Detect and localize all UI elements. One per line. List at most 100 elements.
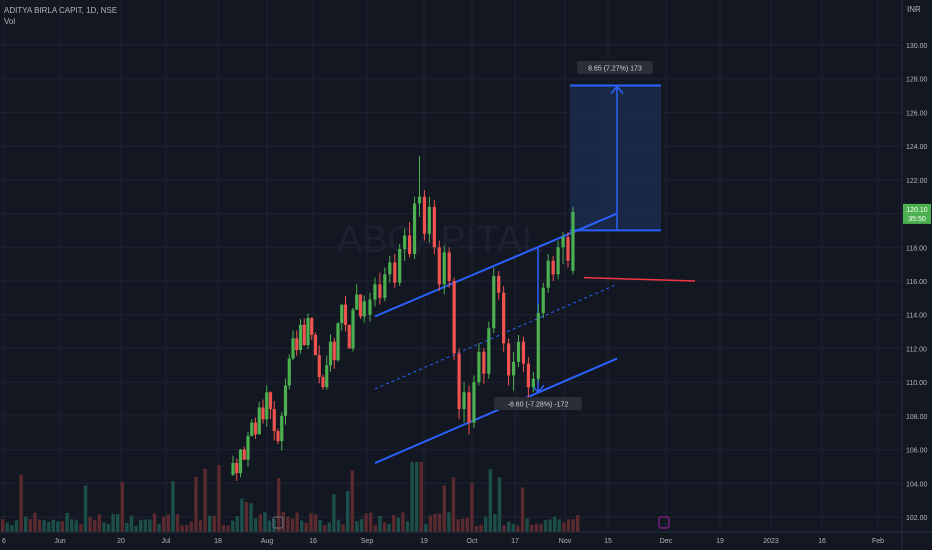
volume-legend[interactable]: Vol — [4, 17, 16, 26]
volume-bar — [244, 501, 249, 532]
candle — [412, 203, 417, 255]
last-price-tag — [903, 203, 931, 224]
history-candle — [280, 415, 284, 442]
volume-bar — [530, 524, 534, 532]
history-candle — [253, 422, 258, 435]
time-tick-label: 15 — [604, 538, 612, 545]
volume-bar — [451, 477, 456, 532]
candle — [472, 382, 476, 423]
candle — [452, 281, 456, 354]
last-price: 120.10 — [906, 207, 928, 214]
volume-bar — [166, 514, 170, 532]
volume-bar — [231, 520, 235, 532]
time-tick-label: Jul — [162, 538, 171, 545]
flagpole-arrowhead — [531, 384, 545, 394]
price-axis[interactable]: 102.00 104.00 106.00 108.00 110.00 112.00 114.… — [901, 0, 931, 550]
time-axis[interactable]: 6 Jun 20 Jul 18 Aug 16 Sep 19 Oct 17 Nov 15 Dec 19 2023… — [0, 531, 932, 545]
volume-bar — [562, 522, 566, 532]
volume-bar — [313, 514, 318, 532]
volume-bar — [286, 516, 290, 532]
candle — [526, 363, 530, 388]
chart-legend: ADITYA BIRLA CAPIT, 1D, NSE Vol — [4, 5, 117, 27]
volume-bar — [350, 470, 354, 532]
candle — [368, 299, 372, 315]
history-candle — [235, 463, 239, 474]
history-candle — [261, 407, 265, 420]
grid-lines — [0, 0, 902, 532]
volume-bar — [263, 512, 267, 532]
time-tick-label: 19 — [420, 538, 428, 545]
symbol-title[interactable]: ADITYA BIRLA CAPIT, 1D, NSE — [4, 6, 118, 15]
volume-bar — [129, 515, 134, 532]
volume-bar — [433, 513, 437, 532]
volume-bar — [162, 516, 166, 532]
price-tick-label: 124.00 — [906, 144, 928, 151]
volume-bar — [249, 503, 253, 532]
target-arrowhead — [610, 85, 624, 94]
volume-bar — [465, 517, 469, 532]
volume-bar — [33, 512, 37, 532]
volume-bar — [410, 462, 414, 532]
volume-bar — [208, 515, 212, 532]
time-tick-label: Oct — [467, 538, 478, 545]
volume-bar — [60, 521, 65, 532]
history-candle — [351, 309, 355, 349]
candles — [231, 156, 575, 481]
volume-bar — [332, 494, 336, 532]
volume-bar — [139, 519, 143, 532]
volume-bar — [171, 481, 175, 532]
volume-bar — [336, 519, 341, 532]
volume-bar — [134, 525, 138, 532]
price-tick-label: 128.00 — [906, 77, 928, 84]
volume-bar — [387, 523, 391, 532]
volume-bar — [543, 520, 548, 532]
history-candle — [291, 338, 295, 359]
volume-bar — [203, 468, 207, 532]
channel-mid — [374, 283, 618, 390]
history-candle — [257, 407, 261, 435]
history-candle — [265, 392, 269, 420]
history-candle — [332, 341, 336, 361]
candle — [383, 274, 387, 298]
volume-bar — [456, 519, 460, 532]
volume-bar — [272, 518, 276, 532]
time-tick-label: Nov — [559, 538, 572, 545]
volume-bar — [378, 515, 382, 532]
volume-bar — [189, 521, 193, 532]
volume-bar — [254, 518, 258, 532]
volume-bar — [309, 513, 313, 532]
volume-bar — [415, 462, 419, 532]
volume-bar — [217, 465, 221, 532]
flagpole-label-bg — [494, 397, 582, 410]
volume-bar — [180, 525, 184, 532]
history-candle — [287, 358, 291, 386]
candle — [571, 211, 575, 271]
volume-bar — [318, 520, 322, 532]
volume-bar — [88, 516, 92, 532]
volume-bar — [212, 515, 216, 532]
volume-bar — [520, 487, 525, 532]
volume-bar — [74, 520, 78, 532]
candle — [531, 378, 535, 388]
volume-bar — [65, 513, 69, 532]
volume-bar — [221, 525, 226, 532]
volume-bar — [493, 514, 497, 532]
candle — [457, 353, 461, 410]
price-tick-label: 108.00 — [906, 414, 928, 421]
volume-bar — [19, 474, 23, 532]
drawings[interactable]: 8.65 (7.27%) 173 -8.60 (-7.28%) -172 — [374, 61, 696, 464]
candle — [507, 343, 511, 376]
time-tick-label: Jun — [54, 538, 65, 545]
bar-countdown: 35:50 — [908, 216, 926, 223]
volume-bar — [516, 525, 520, 532]
volume-bar — [428, 515, 433, 532]
candle — [398, 248, 402, 283]
volume-bar — [79, 524, 83, 532]
history-candle — [306, 318, 310, 346]
currency-label: INR — [907, 5, 921, 14]
volume-bar — [534, 523, 538, 532]
volume-bar — [1, 519, 5, 532]
channel-upper — [374, 212, 618, 318]
history-candle — [336, 323, 340, 361]
